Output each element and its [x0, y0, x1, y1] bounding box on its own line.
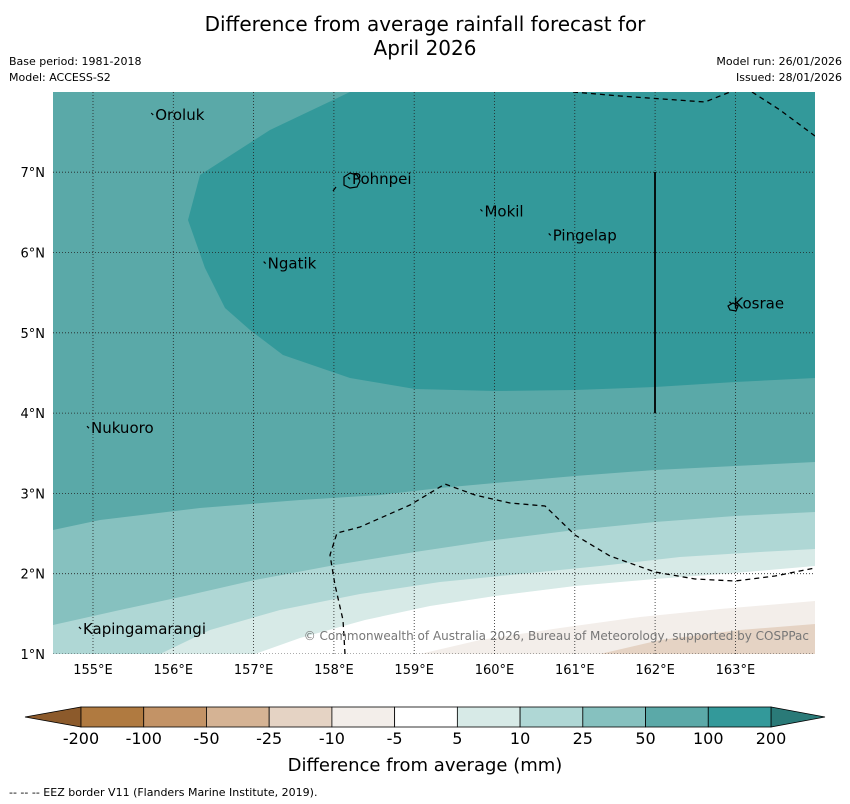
colorbar-tick-label: 25 [572, 729, 593, 748]
model-run: Model run: 26/01/2026 [716, 55, 842, 68]
eez-border-south [329, 483, 815, 654]
rainfall-shading: Oroluk Pohnpei Mokil Pingelap Ngatik Kosrae Nu… [53, 92, 815, 654]
island-marker-icon [150, 112, 154, 116]
lon-tick-label: 156°E [154, 663, 194, 678]
lon-tick-label: 159°E [394, 663, 434, 678]
colorbar-swatch [331, 706, 396, 728]
place-label: Nukuoro [91, 419, 154, 437]
place-label: Kosrae [733, 295, 784, 313]
issued-date: Issued: 28/01/2026 [735, 71, 842, 84]
pohnpei-island-icon [343, 172, 361, 189]
title-line-1: Difference from average rainfall forecas… [204, 12, 646, 36]
copyright-notice: © Commonwealth of Australia 2026, Bureau… [304, 629, 809, 643]
island-marker-icon [78, 626, 82, 630]
island-outlines [332, 172, 739, 312]
place-label: Ngatik [268, 255, 317, 273]
lat-tick-label: 1°N [21, 648, 46, 663]
lon-tick-label: 158°E [314, 663, 354, 678]
title-line-2: April 2026 [373, 36, 477, 60]
colorbar-title: Difference from average (mm) [287, 755, 563, 776]
colorbar-swatch [645, 706, 709, 728]
lon-tick-label: 157°E [234, 663, 274, 678]
lat-tick-label: 2°N [21, 568, 46, 583]
island-marker-icon [728, 301, 732, 305]
colorbar-tick-label: 200 [755, 729, 787, 748]
colorbar-tick-label: 100 [692, 729, 724, 748]
colorbar-swatch [707, 706, 772, 728]
pohnpei-islet-icon [332, 186, 337, 192]
lon-tick-label: 161°E [555, 663, 595, 678]
model-name: Model: ACCESS-S2 [9, 71, 111, 84]
eez-footnote: -- -- -- EEZ border V11 (Flanders Marine… [9, 786, 318, 799]
colorbar-swatch [394, 706, 458, 728]
lat-tick-label: 6°N [21, 247, 46, 262]
colorbar-swatch [456, 706, 521, 728]
chart-title: Difference from average rainfall forecas… [0, 12, 850, 60]
colorbar-tick-label: -100 [125, 729, 162, 748]
lon-tick-label: 155°E [73, 663, 113, 678]
lon-tick-label: 163°E [716, 663, 756, 678]
colorbar-swatch [519, 706, 584, 728]
colorbar-tick-label: -200 [62, 729, 100, 748]
eez-border-northeast [751, 92, 815, 137]
place-label: Pohnpei [352, 170, 412, 188]
colorbar-extend-low [24, 706, 82, 728]
colorbar-swatch [206, 706, 270, 728]
place-label: Oroluk [155, 106, 204, 124]
colorbar-tick-label: -25 [256, 729, 283, 748]
meta-right: Model run: 26/01/2026 Issued: 28/01/2026 [716, 54, 842, 86]
colorbar-swatch [143, 706, 207, 728]
colorbar-tick-label: 50 [635, 729, 656, 748]
island-marker-icon [480, 208, 483, 212]
band-100-200 [188, 92, 815, 391]
place-label: Pingelap [553, 226, 617, 244]
colorbar-extend-high [770, 706, 826, 728]
lon-tick-label: 162°E [635, 663, 675, 678]
lat-tick-label: 7°N [21, 166, 46, 181]
colorbar-tick-label: -10 [318, 729, 345, 748]
lat-tick-label: 3°N [21, 487, 46, 502]
place-label: Kapingamarangi [83, 620, 206, 638]
colorbar-tick-label: -50 [193, 729, 220, 748]
island-marker-icon [86, 425, 90, 429]
island-marker-icon [548, 233, 552, 236]
colorbar-swatch [582, 706, 646, 728]
eez-border-north [572, 92, 731, 103]
eez-borders [329, 92, 815, 654]
island-marker-icon [263, 261, 267, 264]
band-minus-25 [600, 624, 815, 654]
place-label: Mokil [484, 202, 523, 220]
lat-tick-label: 4°N [21, 407, 46, 422]
colorbar-tick-label: 5 [452, 729, 463, 748]
lat-tick-label: 5°N [21, 327, 46, 342]
colorbar-swatch [268, 706, 333, 728]
colorbar-tick-label: 10 [509, 729, 531, 748]
colorbar-swatch [80, 706, 145, 728]
place-labels: Oroluk Pohnpei Mokil Pingelap Ngatik Kosrae Nu… [78, 106, 784, 638]
axis-ticks: 155°E 156°E 157°E 158°E 159°E 160°E 161°E 162°E… [21, 166, 756, 678]
lon-tick-label: 160°E [475, 663, 515, 678]
colorbar-tick-label: -5 [386, 729, 403, 748]
meta-left: Base period: 1981-2018 Model: ACCESS-S2 [9, 54, 141, 86]
base-period: Base period: 1981-2018 [9, 55, 142, 68]
island-marker-icon [347, 176, 351, 180]
colorbar [24, 706, 826, 728]
kosrae-island-icon [727, 302, 739, 312]
